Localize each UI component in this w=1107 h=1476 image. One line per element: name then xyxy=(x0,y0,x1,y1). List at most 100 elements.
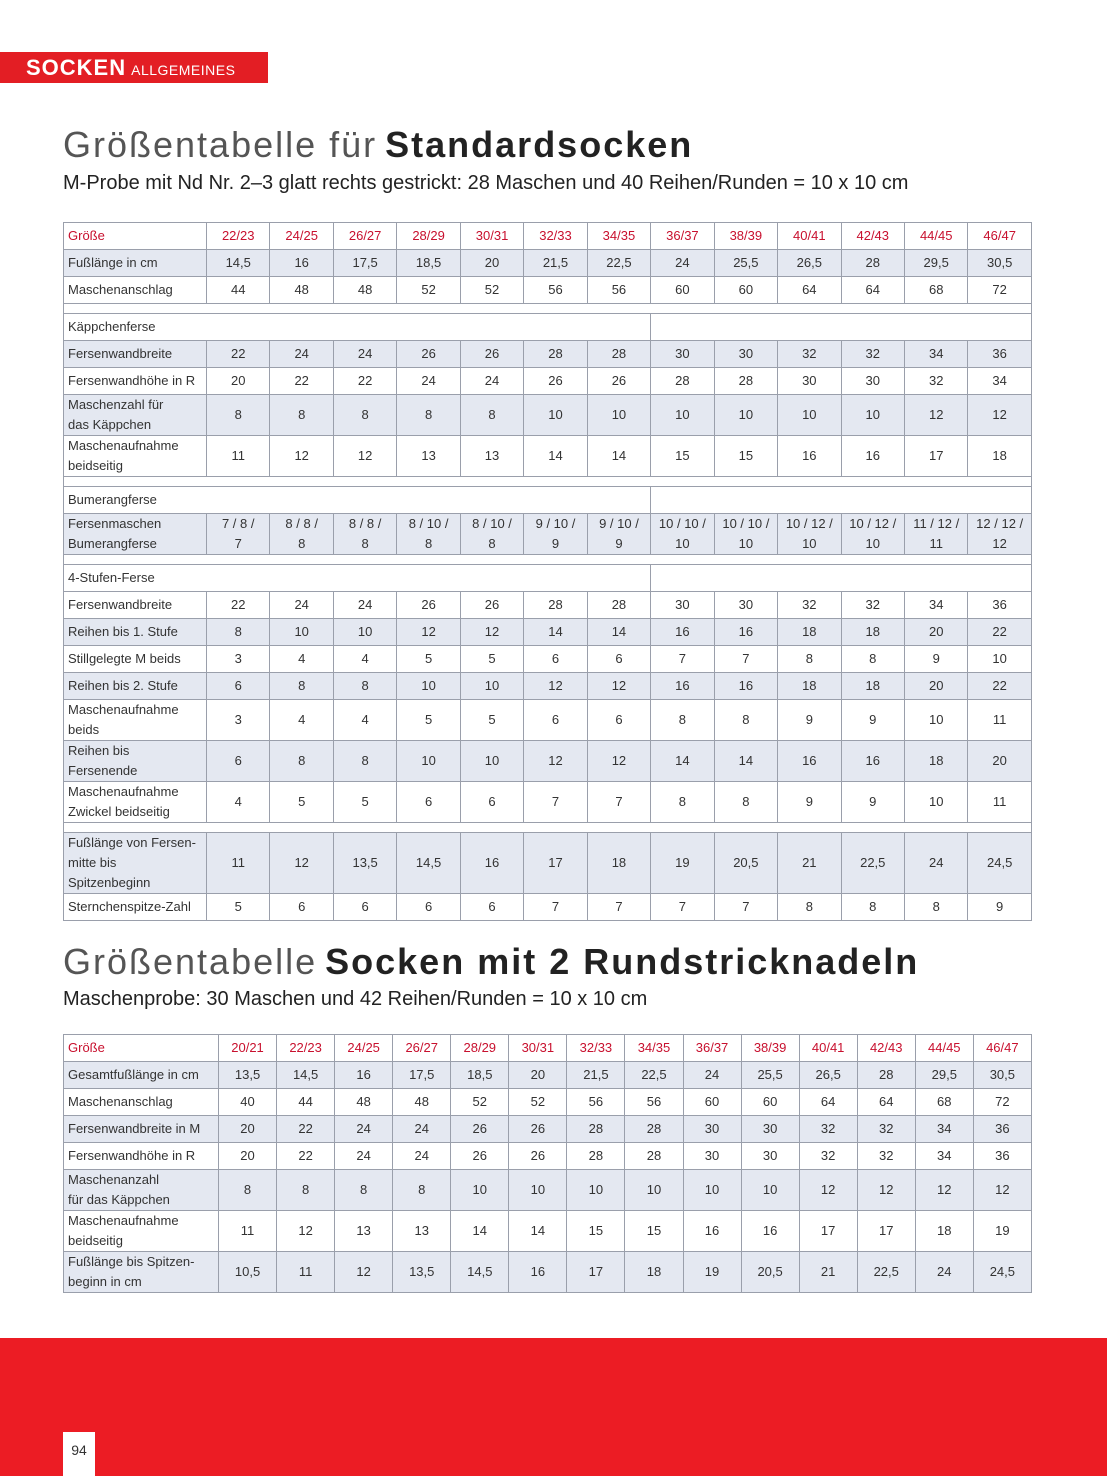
value-cell: 14,5 xyxy=(205,249,271,277)
value-cell: 12 xyxy=(967,394,1032,436)
subtitle: M-Probe mit Nd Nr. 2–3 glatt rechts gest… xyxy=(63,172,909,194)
value-cell: 4 xyxy=(332,645,398,673)
section-row: 4-Stufen-Ferse xyxy=(62,564,1032,592)
value-cell: 30 xyxy=(713,591,779,619)
value-cell: 64 xyxy=(798,1088,858,1116)
value-cell: 11 xyxy=(217,1210,278,1252)
value-cell: 5 xyxy=(396,699,461,741)
value-cell: 26 xyxy=(586,367,652,395)
value-cell: 15 xyxy=(566,1210,626,1252)
value-cell: 10 / 10 / 10 xyxy=(713,513,779,555)
value-cell: 8 / 8 / 8 xyxy=(332,513,398,555)
size-cell: 38/39 xyxy=(713,222,779,250)
size-cell: 46/47 xyxy=(972,1034,1032,1062)
row-label: Maschenanzahl für das Käppchen xyxy=(63,1169,219,1211)
value-cell: 26 xyxy=(450,1142,510,1170)
value-cell: 10 xyxy=(777,394,842,436)
size-cell: 44/45 xyxy=(903,222,969,250)
value-cell: 20,5 xyxy=(713,832,779,894)
value-cell: 8 xyxy=(777,893,842,921)
value-cell: 7 / 8 / 7 xyxy=(205,513,271,555)
value-cell: 10 xyxy=(713,394,779,436)
value-cell: 52 xyxy=(396,276,461,304)
value-cell: 30 xyxy=(682,1115,742,1143)
title-light: Größentabelle xyxy=(63,941,318,982)
value-cell: 60 xyxy=(713,276,779,304)
size-cell: 32/33 xyxy=(566,1034,626,1062)
value-cell: 32 xyxy=(798,1142,858,1170)
size-cell: 24/25 xyxy=(334,1034,394,1062)
value-cell: 6 xyxy=(459,893,525,921)
value-cell: 14,5 xyxy=(450,1251,510,1293)
row-label: Fersenwandbreite xyxy=(63,591,207,619)
subtitle: Maschenprobe: 30 Maschen und 42 Reihen/R… xyxy=(63,988,648,1010)
value-cell: 22 xyxy=(205,340,271,368)
value-cell: 30 xyxy=(650,591,715,619)
section-label: Käppchenferse xyxy=(62,313,652,341)
value-cell: 25,5 xyxy=(740,1061,800,1089)
value-cell: 14 xyxy=(586,618,652,646)
row-label: Maschenanschlag xyxy=(63,276,207,304)
data-row: Maschenanschlag 40 44 48 48 52 52 56 56 60 60 64 64 6… xyxy=(63,1088,1032,1116)
value-cell: 14,5 xyxy=(396,832,461,894)
size-cell: 38/39 xyxy=(740,1034,800,1062)
row-label: Reihen bis 1. Stufe xyxy=(63,618,207,646)
value-cell: 17 xyxy=(523,832,588,894)
value-cell: 10 / 10 / 10 xyxy=(650,513,715,555)
value-cell: 22,5 xyxy=(624,1061,684,1089)
value-cell: 18,5 xyxy=(396,249,461,277)
section-row: Bumerangferse xyxy=(62,486,1032,514)
spacer xyxy=(63,554,1032,565)
value-cell: 10 xyxy=(967,645,1032,673)
value-cell: 12 xyxy=(914,1169,974,1211)
value-cell: 26 xyxy=(396,591,461,619)
value-cell: 36 xyxy=(972,1115,1032,1143)
value-cell: 8 xyxy=(269,740,334,782)
size-cell: 28/29 xyxy=(396,222,461,250)
value-cell: 24 xyxy=(334,1142,394,1170)
value-cell: 12 xyxy=(269,435,334,477)
size-cell: 26/27 xyxy=(332,222,398,250)
value-cell: 19 xyxy=(650,832,715,894)
value-cell: 16 xyxy=(740,1210,800,1252)
value-cell: 30 xyxy=(682,1142,742,1170)
header-row: Größe 22/23 24/25 26/27 28/29 30/31 32/33 34/35… xyxy=(63,222,1032,250)
value-cell: 22,5 xyxy=(840,832,905,894)
value-cell: 24,5 xyxy=(967,832,1032,894)
value-cell: 20 xyxy=(459,249,525,277)
value-cell: 24 xyxy=(914,1251,974,1293)
value-cell: 22 xyxy=(205,591,271,619)
header-row: Größe 20/21 22/23 24/25 26/27 28/29 30/31 32/33… xyxy=(63,1034,1032,1062)
value-cell: 26 xyxy=(523,367,588,395)
value-cell: 52 xyxy=(450,1088,510,1116)
value-cell: 6 xyxy=(586,645,652,673)
value-cell: 13,5 xyxy=(332,832,398,894)
value-cell: 18 xyxy=(840,672,905,700)
value-cell: 17 xyxy=(798,1210,858,1252)
value-cell: 8 xyxy=(713,781,779,823)
size-cell: 24/25 xyxy=(269,222,334,250)
page-number: 94 xyxy=(63,1432,95,1476)
value-cell: 8 xyxy=(276,1169,336,1211)
title: Größentabelle für Standardsocken xyxy=(63,124,693,166)
value-cell: 6 xyxy=(523,699,588,741)
value-cell: 18 xyxy=(586,832,652,894)
value-cell: 18 xyxy=(840,618,905,646)
value-cell: 8 xyxy=(459,394,525,436)
data-row: Maschenaufnahme beids 3 4 4 5 5 6 6 8 8 9 9 10 11 xyxy=(63,699,1032,741)
value-cell: 32 xyxy=(856,1115,916,1143)
data-row: Maschenaufnahme Zwickel beidseitig 4 5 5 6 6 7… xyxy=(63,781,1032,823)
size-cell: 22/23 xyxy=(205,222,271,250)
value-cell: 8 xyxy=(840,893,905,921)
value-cell: 32 xyxy=(856,1142,916,1170)
data-row: Reihen bis 1. Stufe 8 10 10 12 12 14 14 16 16 18 18… xyxy=(63,618,1032,646)
value-cell: 12 xyxy=(798,1169,858,1211)
value-cell: 10 xyxy=(332,618,398,646)
data-row: Fußlänge in cm 14,5 16 17,5 18,5 20 21,5 22,5 24… xyxy=(63,249,1032,277)
value-cell: 6 xyxy=(269,893,334,921)
value-cell: 34 xyxy=(903,591,969,619)
value-cell: 28 xyxy=(650,367,715,395)
value-cell: 48 xyxy=(269,276,334,304)
value-cell: 8 xyxy=(332,672,398,700)
value-cell: 10,5 xyxy=(217,1251,278,1293)
